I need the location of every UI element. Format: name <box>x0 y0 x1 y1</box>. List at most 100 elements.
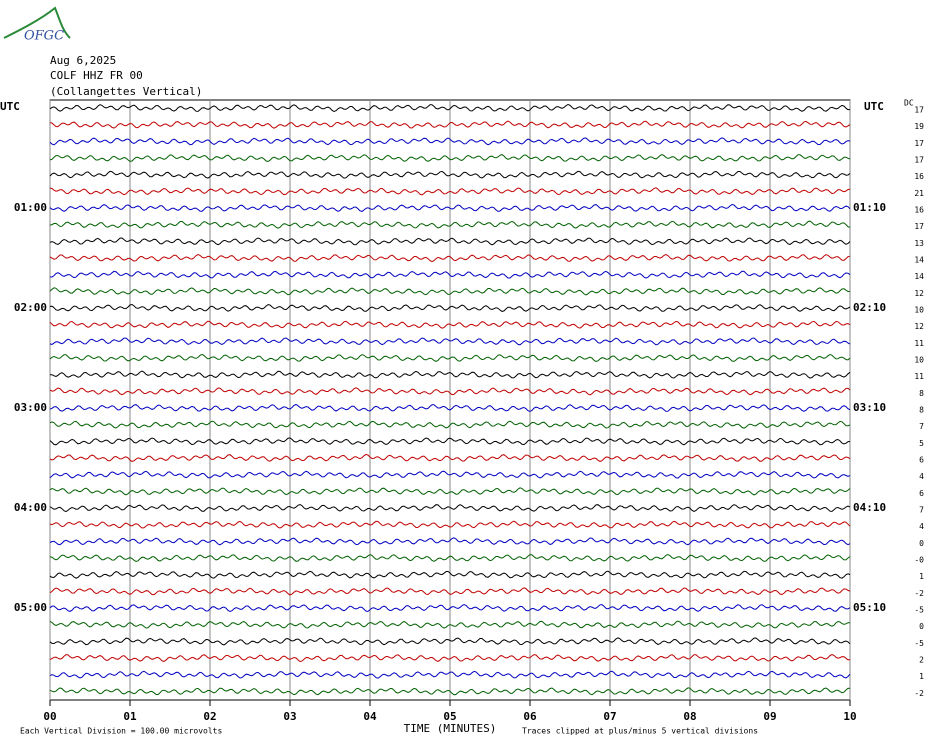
trace <box>49 253 851 263</box>
dc-offset: 12 <box>914 322 924 331</box>
trace <box>49 687 851 696</box>
dc-offset: 8 <box>919 389 924 398</box>
x-tick-label: 06 <box>523 710 537 723</box>
dc-offset: 7 <box>919 506 924 515</box>
trace <box>49 320 851 329</box>
hour-label: 04:00 <box>14 501 47 514</box>
trace <box>49 453 851 462</box>
x-tick-label: 07 <box>603 710 616 723</box>
trace <box>49 537 851 546</box>
hour-label: 01:00 <box>14 201 47 214</box>
trace <box>49 420 851 429</box>
trace <box>49 353 851 363</box>
dc-offset: 11 <box>914 372 924 381</box>
trace <box>49 587 851 596</box>
logo-arc <box>3 6 71 39</box>
trace <box>49 437 851 446</box>
dc-offset: 17 <box>914 106 924 115</box>
trace <box>49 603 851 613</box>
left-header: UTC <box>0 100 20 113</box>
trace <box>49 337 851 346</box>
dc-offset: 1 <box>919 572 924 581</box>
trace <box>49 153 851 163</box>
trace <box>49 553 851 563</box>
dc-offset: 8 <box>919 406 924 415</box>
dc-offset: 17 <box>914 139 924 148</box>
dc-offset: 4 <box>919 472 924 481</box>
dc-offset: 16 <box>914 172 924 181</box>
dc-offset: 14 <box>914 256 924 265</box>
right-label: 05:10 <box>853 601 886 614</box>
dc-offset: 13 <box>914 239 924 248</box>
dc-offset: 7 <box>919 422 924 431</box>
trace <box>49 170 851 179</box>
trace <box>49 403 851 413</box>
dc-header: DC <box>904 99 914 108</box>
trace <box>49 470 851 479</box>
x-tick-label: 02 <box>203 710 216 723</box>
trace <box>49 487 851 496</box>
hour-label: 05:00 <box>14 601 47 614</box>
trace <box>49 637 851 646</box>
right-header: UTC <box>864 100 884 113</box>
trace <box>49 220 851 229</box>
dc-offset: 12 <box>914 289 924 298</box>
dc-offset: -5 <box>914 606 924 615</box>
footnote-left: Each Vertical Division = 100.00 microvol… <box>20 727 222 736</box>
right-label: 01:10 <box>853 201 886 214</box>
trace <box>49 387 851 396</box>
dc-offset: 11 <box>914 339 924 348</box>
trace <box>49 103 851 113</box>
x-tick-label: 05 <box>443 710 456 723</box>
trace <box>49 620 851 629</box>
trace <box>49 287 851 296</box>
date: Aug 6,2025 <box>50 54 116 67</box>
trace <box>49 187 851 196</box>
dc-offset: -5 <box>914 639 924 648</box>
dc-offset: 17 <box>914 156 924 165</box>
trace <box>49 303 851 312</box>
trace <box>49 653 851 663</box>
dc-offset: 10 <box>914 306 924 315</box>
x-tick-label: 10 <box>843 710 856 723</box>
dc-offset: 2 <box>919 656 924 665</box>
hour-label: 03:00 <box>14 401 47 414</box>
trace <box>49 203 851 212</box>
dc-offset: 10 <box>914 356 924 365</box>
dc-offset: 4 <box>919 522 924 531</box>
dc-offset: 6 <box>919 489 924 498</box>
trace <box>49 503 851 513</box>
right-label: 02:10 <box>853 301 886 314</box>
trace <box>49 270 851 279</box>
trace <box>49 570 851 579</box>
trace <box>49 670 851 679</box>
subtitle: (Collangettes Vertical) <box>50 85 202 98</box>
station: COLF HHZ FR 00 <box>50 69 143 82</box>
x-tick-label: 01 <box>123 710 137 723</box>
dc-offset: 16 <box>914 206 924 215</box>
right-label: 03:10 <box>853 401 886 414</box>
trace <box>49 520 851 529</box>
x-tick-label: 03 <box>283 710 296 723</box>
dc-offset: -0 <box>914 556 924 565</box>
trace <box>49 137 851 146</box>
right-label: 04:10 <box>853 501 886 514</box>
x-tick-label: 08 <box>683 710 696 723</box>
dc-offset: 17 <box>914 222 924 231</box>
footnote-right: Traces clipped at plus/minus 5 vertical … <box>522 727 758 736</box>
dc-offset: -2 <box>914 689 924 698</box>
dc-offset: -2 <box>914 589 924 598</box>
logo: OFGC <box>24 29 64 44</box>
trace <box>49 370 851 379</box>
dc-offset: 6 <box>919 456 924 465</box>
dc-offset: 21 <box>914 189 924 198</box>
trace <box>49 237 851 246</box>
dc-offset: 0 <box>919 622 924 631</box>
dc-offset: 19 <box>914 122 924 131</box>
x-tick-label: 04 <box>363 710 377 723</box>
dc-offset: 0 <box>919 539 924 548</box>
trace <box>49 120 851 129</box>
x-tick-label: 00 <box>43 710 56 723</box>
dc-offset: 1 <box>919 672 924 681</box>
